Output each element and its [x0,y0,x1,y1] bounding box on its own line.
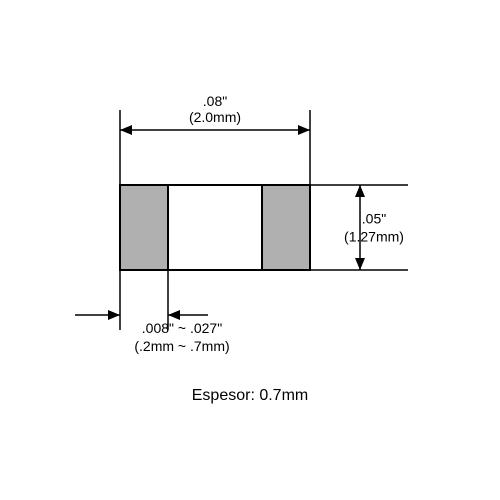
dim-width-mm: (2.0mm) [189,109,241,125]
dim-height-inches: .05" [362,211,386,227]
dimension-drawing: .08" (2.0mm) .05" (1.27mm) .008" ~ .027"… [0,0,500,500]
terminal-right [262,185,310,270]
dim-terminal-mm: (.2mm ~ .7mm) [134,338,229,354]
dim-width-inches: .08" [203,93,227,109]
terminal-left [120,185,168,270]
geometry-layer [120,185,310,270]
dim-terminal-inches: .008" ~ .027" [142,320,222,336]
thickness-caption: Espesor: 0.7mm [192,387,308,404]
dim-height-mm: (1.27mm) [344,229,404,245]
